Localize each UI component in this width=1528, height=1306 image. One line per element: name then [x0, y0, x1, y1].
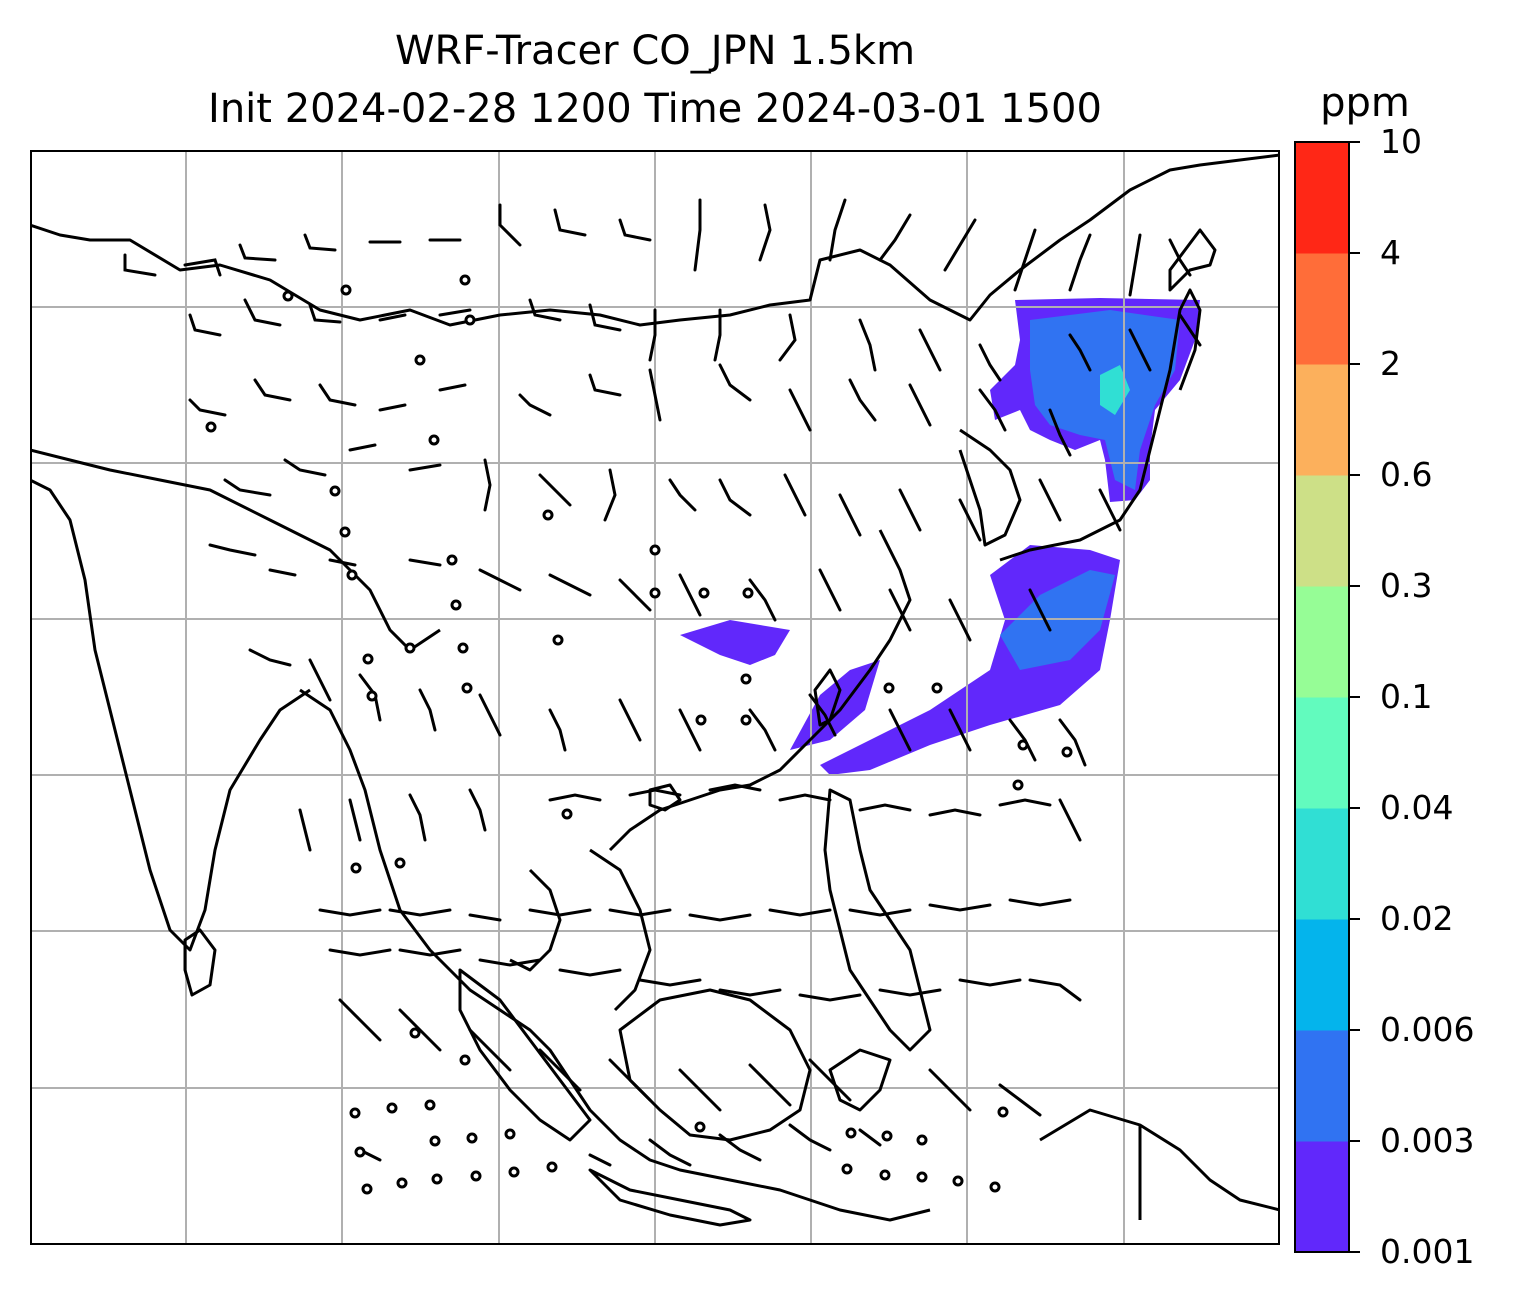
colorbar-segment: [1295, 808, 1349, 920]
coast-taiwan: [813, 668, 842, 727]
wind-barb-row-4: [223, 443, 1122, 542]
colorbar-tick-label: 0.006: [1380, 1010, 1475, 1049]
colorbar-segment: [1295, 919, 1349, 1031]
colorbar-tick-label: 4: [1380, 233, 1401, 272]
map-frame: [30, 150, 1280, 1245]
wind-barb-row-7: [298, 783, 1082, 852]
wind-barb-row-north: [123, 198, 1192, 297]
coast-sumatra: [458, 968, 592, 1142]
colorbar-unit-label: ppm: [1320, 80, 1410, 126]
coast-hokkaido: [1168, 228, 1217, 292]
colorbar: [1294, 141, 1360, 1253]
colorbar-tick-label: 0.02: [1380, 899, 1454, 938]
coast-india: [30, 478, 311, 952]
colorbar-tick-label: 0.6: [1380, 455, 1433, 494]
wind-barb-row-2: [188, 298, 1202, 382]
coastlines: [30, 153, 1280, 1227]
coast-japan-honshu: [999, 288, 1202, 562]
coast-vietnam: [589, 848, 652, 1012]
colorbar-tick-label: 2: [1380, 344, 1401, 383]
calm-wind-markers: [205, 274, 1073, 1195]
colorbar-tick-label: 0.001: [1380, 1232, 1475, 1271]
coast-srilanka: [183, 928, 217, 997]
plume-japan-core: [1100, 365, 1130, 415]
coast-sulawesi: [828, 1048, 892, 1112]
colorbar-tick-label: 0.1: [1380, 677, 1433, 716]
wind-barb-row-9: [328, 948, 1082, 1002]
coast-gulf-thailand: [509, 868, 562, 972]
coast-north-border: [30, 153, 1280, 327]
colorbar-segment: [1295, 1141, 1349, 1253]
colorbar-tick-label: 10: [1380, 122, 1422, 161]
colorbar-segment: [1295, 142, 1349, 254]
colorbar-segment: [1295, 586, 1349, 698]
plume-china-patch: [680, 620, 790, 665]
colorbar-segment: [1295, 475, 1349, 587]
colorbar-segment: [1295, 1030, 1349, 1142]
colorbar-tick-label: 0.003: [1380, 1121, 1475, 1160]
wind-barb-row-10: [338, 998, 1042, 1117]
map-panel: [30, 150, 1280, 1245]
coast-new-guinea: [1039, 1108, 1280, 1212]
map-title-line1: WRF-Tracer CO_JPN 1.5km: [394, 28, 916, 74]
colorbar-segment: [1295, 697, 1349, 809]
colorbar-tick-label: 0.3: [1380, 566, 1433, 605]
coast-hainan: [648, 783, 682, 812]
wind-barb-row-11: [358, 1123, 882, 1167]
coast-se-asia: [299, 688, 931, 1222]
colorbar-segment: [1295, 253, 1349, 365]
coast-java: [588, 1168, 752, 1227]
coast-himalaya: [30, 448, 441, 652]
wind-barb-row-8: [318, 898, 1072, 922]
wind-barbs: [123, 198, 1202, 1167]
coast-borneo: [618, 988, 812, 1142]
coast-philippines: [823, 788, 932, 1052]
colorbar-segment: [1295, 364, 1349, 476]
colorbar-tick-label: 0.04: [1380, 788, 1454, 827]
map-title-line2: Init 2024-02-28 1200 Time 2024-03-01 150…: [208, 86, 1102, 132]
coast-korea: [958, 428, 1022, 547]
wind-barb-row-3: [188, 363, 1072, 457]
wind-barb-row-5: [208, 543, 1052, 642]
wind-barb-row-6: [248, 648, 1087, 767]
